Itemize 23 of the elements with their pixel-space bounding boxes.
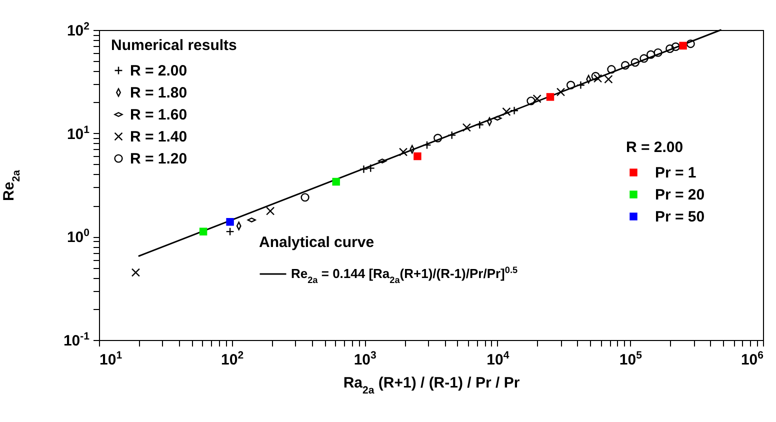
legend-label: Pr = 50 — [655, 208, 705, 226]
legend-label: R = 1.40 — [130, 128, 188, 146]
x-tick-label: 10$^{2}$ — [221, 350, 244, 368]
legend-title: Numerical results — [111, 37, 237, 54]
x-tick-label: 10$^{5}$ — [619, 350, 642, 368]
x-tick-label: 10$^{6}$ — [740, 350, 764, 368]
y-tick-label: 10$^{-1}$ — [63, 330, 90, 350]
x-tick-label: 10$^{4}$ — [486, 350, 510, 368]
legend-label: R = 1.60 — [130, 106, 188, 124]
x-tick-label: 10$^{3}$ — [354, 350, 377, 368]
legend-label: R = 2.00 — [130, 62, 188, 80]
x-tick-label: 10$^{1}$ — [100, 350, 122, 368]
annotation: Analytical curve — [259, 234, 374, 251]
legend-label: Re$_{2a}$ = 0.144 [Ra$_{2a}$(R+1)/(R-1)/Pr/Pr]$^{0.5}$ — [291, 265, 518, 285]
legend-label: R = 1.80 — [130, 84, 188, 102]
y-tick-label: 10$^{0}$ — [66, 227, 90, 246]
legend-label: R = 1.20 — [130, 150, 188, 168]
legend-label: Pr = 1 — [655, 164, 696, 182]
y-tick-label: 10$^{2}$ — [66, 20, 90, 40]
legend-label: Pr = 20 — [655, 186, 705, 204]
annotation: R = 2.00 — [626, 139, 684, 156]
y-tick-label: 10$^{1}$ — [66, 124, 90, 143]
x-axis-title: Ra$_{2a}$ (R+1) / (R-1) / Pr / Pr — [343, 374, 520, 396]
